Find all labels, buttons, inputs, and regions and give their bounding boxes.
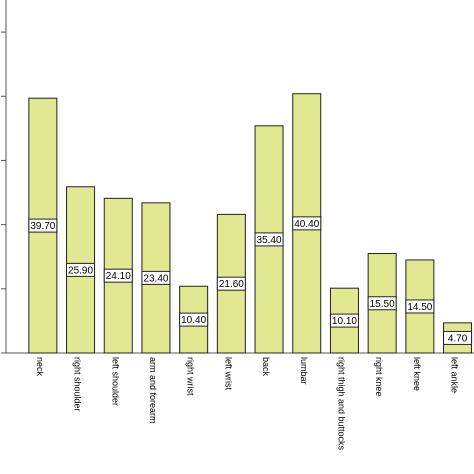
category-label-11: left ankle [450,357,460,393]
data-label-box-6 [254,232,284,247]
data-label-11: 4.70 [448,333,468,344]
category-label-3: arm and forearm [148,357,158,424]
data-label-box-9 [367,296,397,311]
data-label-2: 24.10 [106,271,131,282]
data-label-box-10 [405,299,435,314]
category-label-0: neck [35,357,45,377]
category-label-6: back [261,357,271,377]
category-label-1: right shoulder [73,357,83,412]
data-label-10: 14.50 [407,302,432,313]
data-label-0: 39.70 [30,221,55,232]
data-label-box-2 [103,268,133,283]
data-label-box-7 [292,216,322,231]
data-label-box-5 [216,276,246,291]
y-ticks [1,31,6,354]
data-labels: 39.70 25.90 24.10 23.40 10.40 21.60 35.40 40.40… [28,216,473,345]
category-label-9: right knee [374,357,384,397]
data-label-1: 25.90 [68,265,93,276]
category-label-4: right wrist [186,357,196,396]
category-label-8: right thigh and buttocks [336,357,346,451]
data-label-3: 23.40 [143,273,168,284]
category-label-7: lumbar [299,357,309,385]
data-label-box-8 [329,313,359,328]
data-label-7: 40.40 [294,219,319,230]
data-label-box-4 [179,312,209,327]
bars [28,93,473,354]
category-label-10: left knee [412,357,422,391]
data-label-6: 35.40 [257,235,282,246]
data-label-box-11 [443,330,473,345]
data-label-9: 15.50 [370,299,395,310]
category-label-2: left shoulder [110,357,120,406]
category-label-5: left wrist [223,357,233,391]
data-label-box-0 [28,218,58,233]
data-label-8: 10.10 [332,316,357,327]
data-label-5: 21.60 [219,279,244,290]
data-label-box-1 [66,262,96,277]
data-label-box-3 [141,270,171,285]
category-labels: neck right shoulder left shoulder arm and f… [35,357,460,451]
data-label-4: 10.40 [181,315,206,326]
